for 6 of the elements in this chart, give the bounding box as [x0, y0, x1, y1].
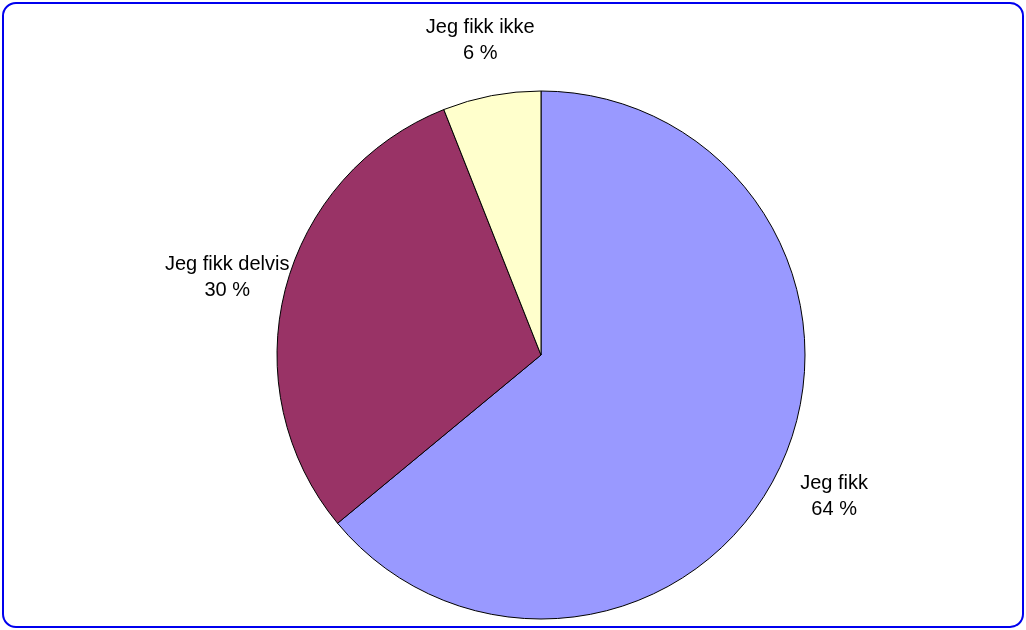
slice-label: Jeg fikk — [800, 470, 870, 493]
data-label: 6 % — [463, 40, 498, 63]
slice-label: Jeg fikk ikke — [425, 14, 535, 37]
slice-label: Jeg fikk delvis — [164, 252, 290, 275]
data-label: 64 % — [811, 496, 858, 519]
data-label: 30 % — [204, 278, 251, 301]
